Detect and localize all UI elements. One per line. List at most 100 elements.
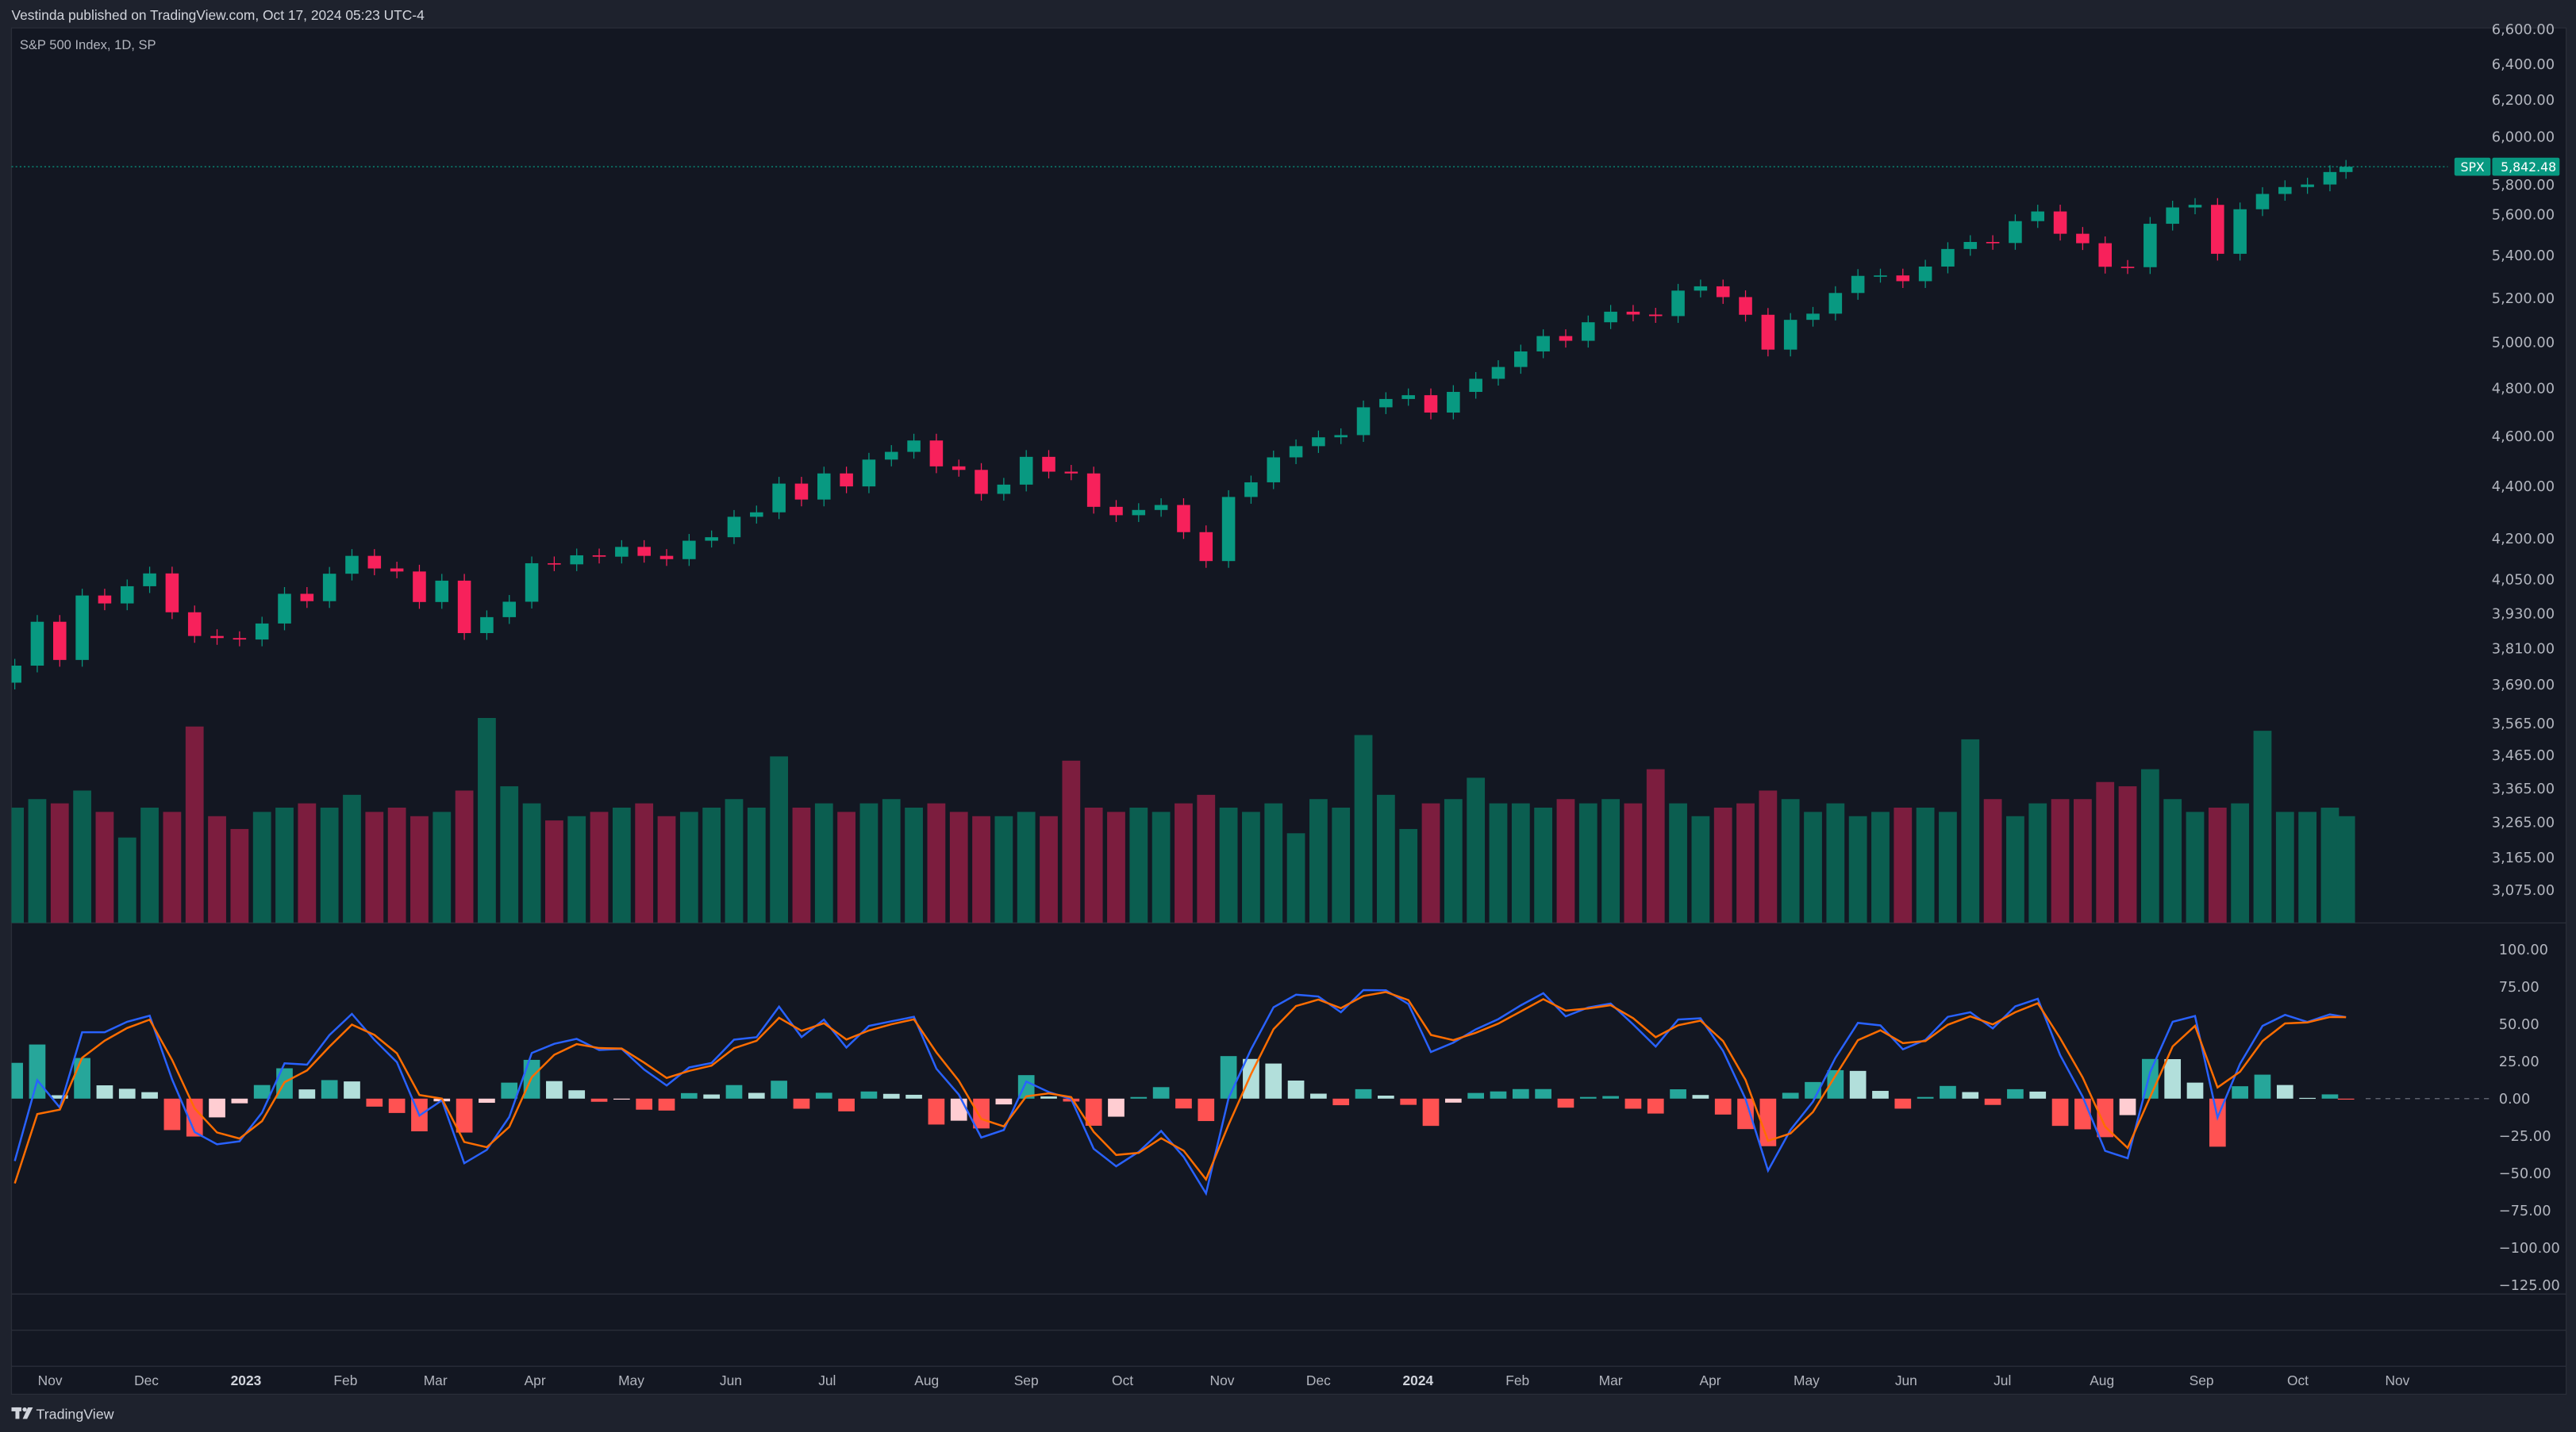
candle-body bbox=[2323, 171, 2337, 185]
macd-histogram-bar bbox=[590, 1098, 608, 1102]
volume-bar bbox=[1152, 812, 1171, 923]
candle bbox=[2233, 202, 2247, 261]
candle-body bbox=[2031, 211, 2045, 221]
candle bbox=[1851, 269, 1865, 300]
candle-body bbox=[1671, 290, 1685, 317]
macd-histogram-bar bbox=[1355, 1088, 1372, 1099]
macd-histogram-bar bbox=[1714, 1098, 1732, 1115]
candle-body bbox=[502, 601, 517, 617]
candle bbox=[570, 548, 583, 571]
volume-bar bbox=[163, 812, 182, 923]
candle-body bbox=[1019, 456, 1033, 485]
time-tick-label: 2023 bbox=[231, 1372, 262, 1388]
macd-histogram-bar bbox=[546, 1081, 563, 1099]
macd-tick-label: −25.00 bbox=[2499, 1128, 2551, 1145]
candle bbox=[255, 616, 269, 647]
candle-body bbox=[1086, 473, 1101, 507]
candle-body bbox=[1221, 497, 1236, 562]
candle bbox=[1424, 388, 1438, 420]
macd-histogram-bar bbox=[2029, 1091, 2047, 1099]
chart-area[interactable] bbox=[10, 27, 2567, 1396]
macd-tick-label: −50.00 bbox=[2499, 1165, 2551, 1182]
tradingview-logo[interactable]: TradingView bbox=[11, 1406, 114, 1422]
macd-histogram-bar bbox=[1310, 1093, 1327, 1099]
macd-axis[interactable]: 100.00 75.00 50.00 25.00 0.00 −25.00 −50.00 −75… bbox=[2499, 942, 2560, 1294]
volume-bar bbox=[2074, 799, 2092, 923]
volume-bar bbox=[11, 808, 25, 923]
candle bbox=[1019, 450, 1033, 492]
publish-header: Vestinda published on TradingView.com, O… bbox=[11, 7, 425, 23]
macd-histogram-bar bbox=[973, 1098, 990, 1129]
volume-bar bbox=[882, 799, 901, 923]
macd-histogram-bar bbox=[2097, 1098, 2114, 1138]
candle bbox=[165, 566, 179, 620]
candle-body bbox=[1694, 286, 1708, 291]
candle bbox=[1356, 400, 1371, 442]
candle bbox=[1986, 235, 2000, 250]
candle bbox=[2031, 205, 2045, 228]
volume-bar bbox=[1219, 808, 1238, 923]
volume-bar bbox=[1354, 735, 1373, 923]
candle-body bbox=[705, 537, 718, 541]
macd-histogram-bar bbox=[1692, 1095, 1709, 1099]
candle bbox=[1312, 430, 1325, 453]
time-tick-label: Nov bbox=[1210, 1372, 1235, 1388]
macd-histogram-bar bbox=[1894, 1098, 1912, 1109]
price-tick-label: 3,930.00 bbox=[2492, 605, 2555, 622]
volume-bar bbox=[1489, 803, 1508, 923]
candle bbox=[840, 466, 853, 493]
volume-bar bbox=[1197, 794, 1216, 923]
candle-body bbox=[1986, 241, 2000, 244]
candle-body bbox=[75, 595, 89, 660]
volume-bar bbox=[1467, 777, 1486, 923]
macd-histogram-bar bbox=[1624, 1098, 1642, 1109]
volume-bar bbox=[478, 717, 496, 923]
candle-body bbox=[840, 473, 853, 487]
candle bbox=[1244, 475, 1258, 504]
candle bbox=[1626, 305, 1640, 322]
candle bbox=[1401, 388, 1415, 406]
time-axis[interactable]: Nov Dec 2023 Feb Mar Apr May Jun Jul Aug Sep Oct Nov… bbox=[38, 1372, 2410, 1388]
candle bbox=[1559, 329, 1573, 348]
macd-histogram-bar bbox=[253, 1085, 271, 1099]
candle-body bbox=[1199, 532, 1213, 562]
candle-body bbox=[952, 466, 966, 470]
candle-body bbox=[98, 595, 112, 604]
macd-tick-label: −75.00 bbox=[2499, 1203, 2551, 1219]
price-axis[interactable]: 6,600.00 6,400.00 6,200.00 6,000.00 5,800.00… bbox=[2492, 21, 2555, 899]
macd-histogram-bar bbox=[163, 1098, 181, 1131]
candle-body bbox=[2301, 184, 2314, 187]
candle bbox=[637, 539, 651, 563]
macd-histogram-bar bbox=[456, 1098, 473, 1133]
last-price-symbol: SPX bbox=[2460, 159, 2484, 175]
time-tick-label: Sep bbox=[2190, 1372, 2214, 1388]
volume-bar bbox=[994, 816, 1013, 923]
macd-histogram-bar bbox=[1940, 1085, 1956, 1099]
candle-body bbox=[1312, 437, 1325, 447]
macd-histogram-bar bbox=[366, 1098, 383, 1107]
macd-histogram-bar bbox=[1579, 1096, 1597, 1099]
macd-histogram-bar bbox=[793, 1098, 810, 1109]
time-tick-label: Dec bbox=[134, 1372, 159, 1388]
candle-body bbox=[1918, 266, 1932, 282]
candle-body bbox=[390, 568, 404, 572]
candle bbox=[2211, 198, 2224, 261]
volume-bar bbox=[567, 816, 586, 923]
macd-histogram-bar bbox=[815, 1092, 832, 1099]
candle-body bbox=[1469, 378, 1482, 392]
price-tick-label: 3,690.00 bbox=[2492, 677, 2555, 693]
candle-body bbox=[1559, 336, 1573, 341]
candle-body bbox=[975, 470, 988, 494]
macd-histogram-bar bbox=[1085, 1098, 1102, 1126]
candle-body bbox=[52, 621, 67, 660]
macd-histogram-bar bbox=[1872, 1091, 1889, 1099]
candle bbox=[1469, 371, 1482, 399]
candle-body bbox=[1491, 367, 1505, 379]
macd-histogram-bar bbox=[905, 1094, 922, 1099]
time-tick-label: Nov bbox=[2385, 1372, 2409, 1388]
macd-lines bbox=[13, 989, 2347, 1196]
candle bbox=[1896, 268, 1910, 288]
macd-histogram-bar bbox=[882, 1093, 900, 1099]
candle-body bbox=[2053, 211, 2067, 234]
candle bbox=[1514, 344, 1528, 374]
